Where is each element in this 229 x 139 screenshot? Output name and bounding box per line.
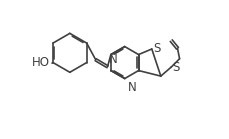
Text: HO: HO (31, 56, 49, 69)
Text: N: N (127, 81, 136, 94)
Text: S: S (172, 61, 179, 74)
Text: S: S (152, 42, 160, 55)
Text: N: N (108, 53, 117, 66)
